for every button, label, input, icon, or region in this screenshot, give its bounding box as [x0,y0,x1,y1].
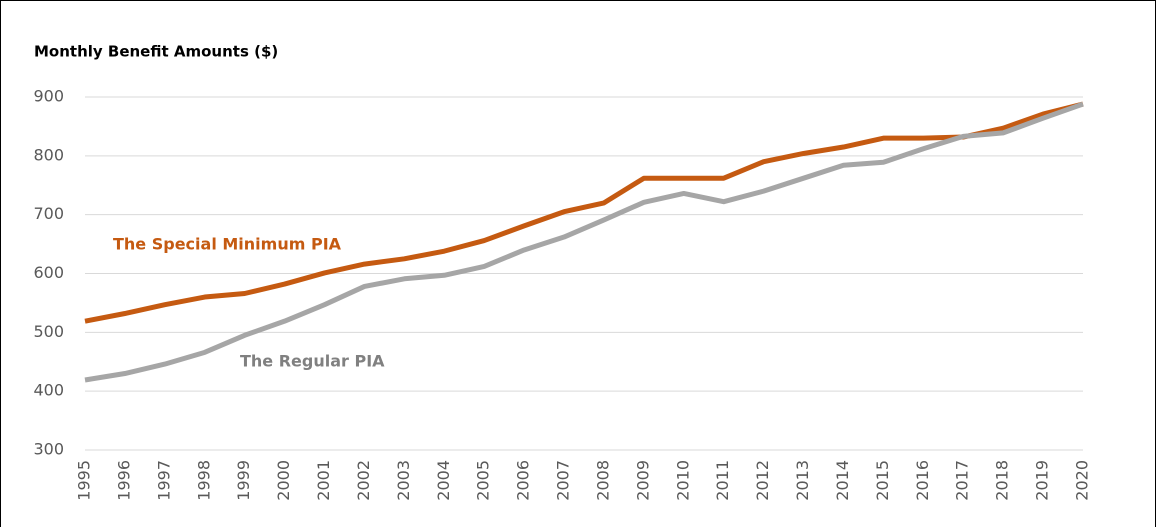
x-tick-label: 1996 [114,460,133,501]
x-tick-label: 1999 [234,460,253,501]
x-tick-label: 2012 [753,460,772,501]
x-tick-label: 2005 [474,460,493,501]
y-tick-label: 700 [33,204,64,223]
x-tick-label: 2020 [1073,460,1092,501]
x-tick-label: 2013 [793,460,812,501]
y-tick-label: 300 [33,440,64,459]
x-tick-label: 2014 [833,460,852,501]
x-tick-label: 2017 [953,460,972,501]
y-tick-label: 500 [33,322,64,341]
x-tick-label: 2016 [913,460,932,501]
x-tick-label: 2004 [434,460,453,501]
series-line [84,101,1084,324]
x-tick-label: 2003 [394,460,413,501]
y-tick-label: 400 [33,381,64,400]
series-line [84,101,1084,383]
y-tick-label: 600 [33,263,64,282]
x-tick-label: 2019 [1033,460,1052,501]
x-tick-label: 2015 [873,460,892,501]
chart-title: Monthly Benefit Amounts ($) [34,43,278,61]
x-tick-label: 1998 [194,460,213,501]
y-tick-label: 800 [33,145,64,164]
x-tick-label: 2018 [993,460,1012,501]
x-tick-label: 2001 [314,460,333,501]
series-label: The Regular PIA [240,352,385,371]
x-tick-label: 2011 [713,460,732,501]
x-tick-label: 2000 [274,460,293,501]
x-tick-label: 2008 [593,460,612,501]
x-tick-label: 2009 [633,460,652,501]
x-tick-label: 2006 [514,460,533,501]
x-tick-label: 2002 [354,460,373,501]
x-tick-label: 1995 [75,460,94,501]
x-tick-label: 2007 [554,460,573,501]
x-tick-label: 2010 [673,460,692,501]
y-tick-label: 900 [33,87,64,106]
series-label: The Special Minimum PIA [113,235,342,254]
x-tick-label: 1997 [154,460,173,501]
